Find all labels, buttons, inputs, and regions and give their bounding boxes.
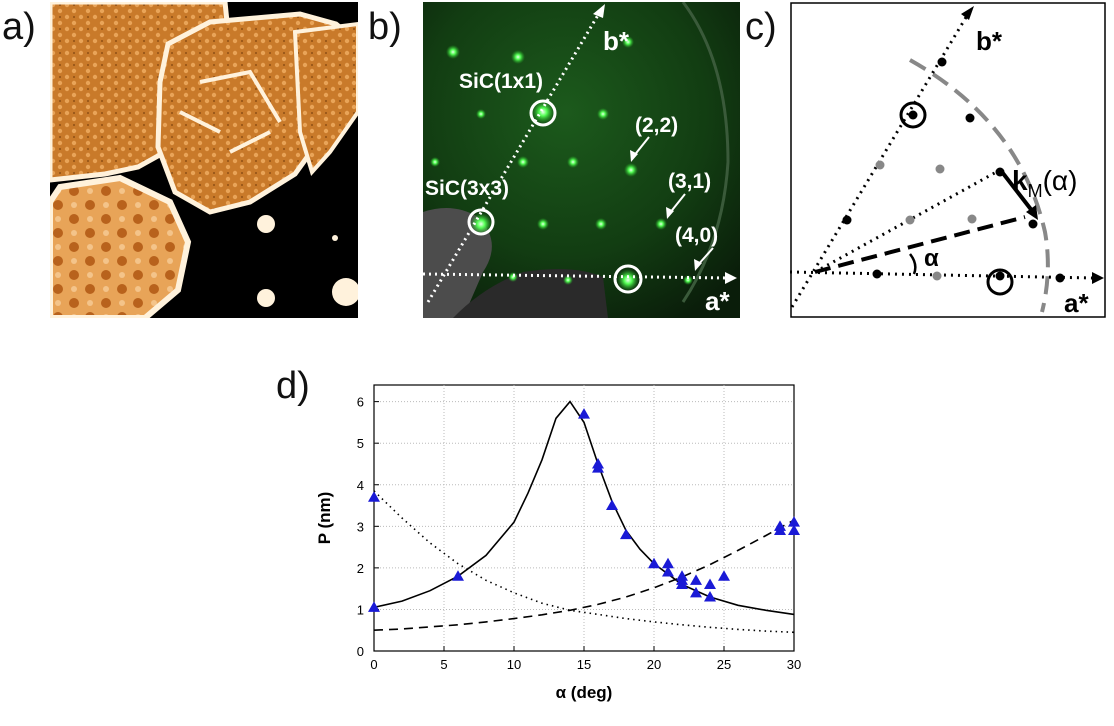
panel-c-label: c) <box>745 6 777 48</box>
y-tick-label: 1 <box>357 602 364 617</box>
b-axis-b-label: b* <box>603 26 630 56</box>
data-point-triangle <box>648 557 660 569</box>
panel-a-label: a) <box>2 6 36 48</box>
x-tick-label: 5 <box>440 657 447 672</box>
b-axis-a-label: a* <box>705 286 730 316</box>
stm-image <box>50 2 358 318</box>
spot-label-sic1x1: SiC(1x1) <box>459 70 543 93</box>
reciprocal-schematic: b* a* kM(α) α <box>789 2 1106 318</box>
c-axis-a-label: a* <box>1064 288 1089 318</box>
y-tick-label: 3 <box>357 519 364 534</box>
data-point-triangle <box>368 601 380 612</box>
c-axis-b-label: b* <box>976 26 1003 56</box>
curve-dashed <box>373 519 795 631</box>
data-point-triangle <box>592 462 604 473</box>
data-point-triangle <box>452 570 464 581</box>
x-tick-label: 25 <box>717 657 731 672</box>
data-point-triangle <box>662 566 674 577</box>
data-point-triangle <box>788 524 800 535</box>
angle-label: α <box>924 245 939 272</box>
data-point-triangle <box>676 578 688 589</box>
leed-pattern: b* a* SiC(1x1) SiC(3x3) (2,2) (3,1) (4,0… <box>422 1 740 318</box>
x-axis-label: α (deg) <box>556 683 613 702</box>
data-point-triangle <box>690 586 702 598</box>
x-tick-label: 0 <box>370 657 377 672</box>
data-point-triangle <box>606 499 618 511</box>
data-point-triangle <box>704 590 716 602</box>
x-tick-label: 30 <box>787 657 801 672</box>
data-point-triangle <box>718 570 730 581</box>
data-point-triangle <box>774 524 786 535</box>
x-tick-label: 10 <box>507 657 521 672</box>
spot-label-sic3x3: SiC(3x3) <box>425 177 509 200</box>
data-point-triangle <box>578 408 590 419</box>
data-point-triangle <box>662 557 674 569</box>
data-point-triangle <box>788 516 800 527</box>
data-point-triangle <box>368 491 380 502</box>
spot-label-31: (3,1) <box>668 170 711 193</box>
y-tick-label: 5 <box>357 436 364 451</box>
data-point-triangle <box>620 528 632 540</box>
panel-b-label: b) <box>368 6 402 48</box>
spot-label-22: (2,2) <box>635 114 678 137</box>
data-point-triangle <box>690 574 702 585</box>
y-tick-label: 0 <box>357 644 364 659</box>
spot-label-40: (4,0) <box>675 224 718 247</box>
x-tick-label: 20 <box>647 657 661 672</box>
y-axis-label: P (nm) <box>315 492 334 545</box>
k-vector-label: kM(α) <box>1012 165 1077 201</box>
curve-dotted <box>373 490 795 634</box>
data-point-triangle <box>704 578 716 589</box>
period-chart: 0 5 10 15 20 25 30 0 1 2 3 4 5 6 α (deg) P (nm) <box>315 384 801 702</box>
y-tick-label: 4 <box>357 478 364 493</box>
panel-d-label: d) <box>276 365 310 407</box>
y-tick-label: 2 <box>357 561 364 576</box>
y-tick-label: 6 <box>357 395 364 410</box>
x-tick-label: 15 <box>577 657 591 672</box>
